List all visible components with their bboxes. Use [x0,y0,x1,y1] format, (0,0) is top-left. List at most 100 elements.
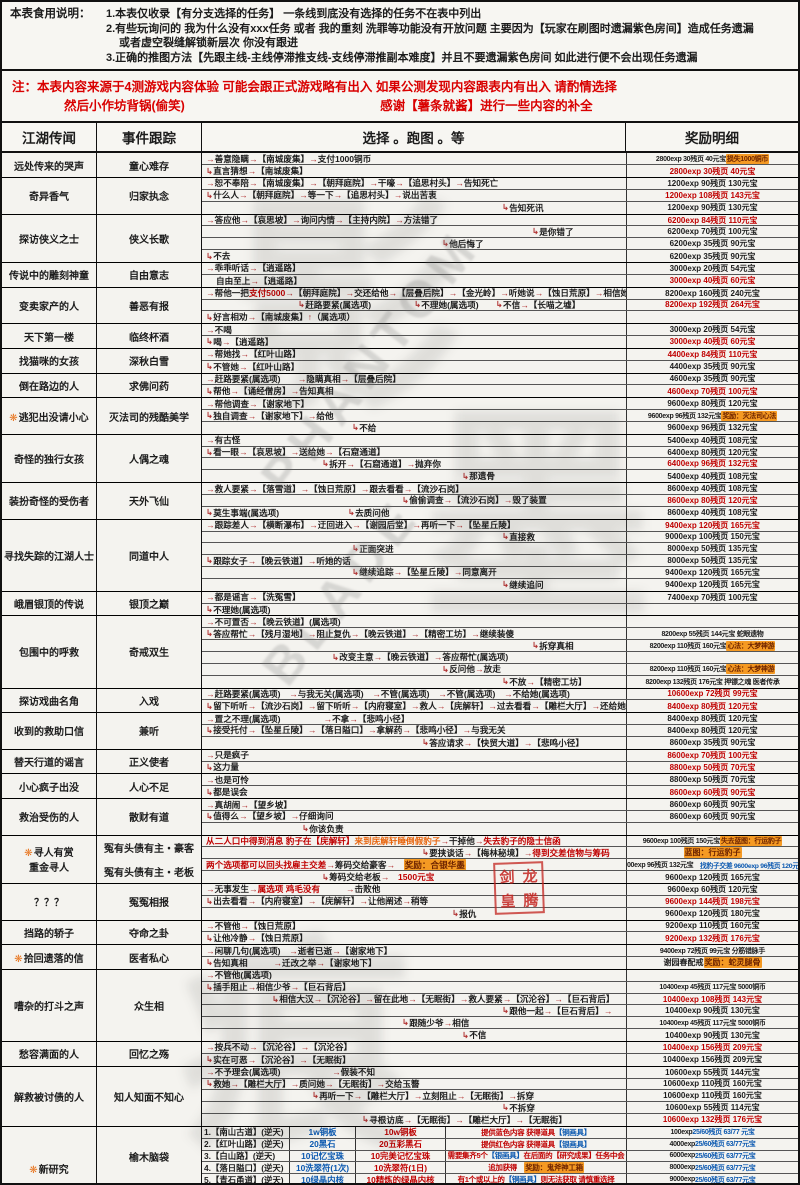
quest-row: 倒在路边的人 求佛问药 → 赶路要紧(属选项) → 隐瞒真相 → 【层叠后院】 4600… [2,373,798,399]
rumor-cell: 奇怪的独行女孩 [2,434,97,483]
reward-cell: 7400exp 70残页 100元宝 [626,591,798,603]
text-segment: 【残月湿地】 [256,628,308,639]
text-segment: 【落日隘口】 [316,725,368,736]
text-segment: 【望乡坡】 [248,799,292,810]
choices-cell: → 善意隐瞒 → 【南城废集】 → 支付1000铜币 2800exp 30残页 40元… [202,153,798,178]
arrow-icon: → [206,373,215,384]
reward-cell: 10600exp 110残页 160元宝 [626,1078,798,1090]
text-segment: 9600exp 120残页 165元宝 [665,872,760,882]
rumor-cell: 传说中的雕刻神童 [2,262,97,287]
text-segment: 【无眠街】 [412,1114,456,1125]
arrow-icon: → [388,288,398,299]
quest-row: 愁容满面的人 回忆之殇 → 按兵不动 → 【沉沦谷】 → 【沉沦谷】 10400exp 15… [2,1041,798,1067]
text-segment: 8600exp 60残页 90元宝 [669,800,756,810]
choice-flow: ↳ 你该负责 [202,823,626,835]
reward-cell: 10600exp 55残页 114元宝 [626,1102,798,1114]
text-segment: 同意离开 [462,567,497,578]
text-segment [280,945,289,956]
rumor-text: 找猫咪的女孩 [19,353,79,368]
rumor-cell: 天下第一楼 [2,324,97,348]
rumor-text: 峨眉银顶的传说 [14,596,84,611]
arrow-icon: → [206,520,215,531]
rumor-label: 奇异香气 [29,192,69,204]
quest-row: ？？？ 冤冤相报 → 无事发生 → 属选项 鸡毛没有 → 击败他 9600exp 60… [2,884,798,921]
arrow-icon: → [248,178,258,189]
choice-flow: 从二人口中得到消息 豹子在【庑解轩】 来到庑解轩睡倒假豹子 → 干掉他 → 失去豹… [202,836,626,847]
text-segment: 8400exp 80残页 120元宝 [667,701,758,711]
choice-subrow: → 帮她找 → 【红叶山路】 4400exp 84残页 110元宝 [202,348,798,361]
instruction-line-4: 3.正确的推图方法【先跟主线-主线停滞推支线-支线停滞推副本难度】并且不要遗漏紫… [106,51,698,64]
arrow-icon: → [440,836,450,847]
event-label: 医者私心 [129,953,169,965]
arrow-icon: → [455,1114,464,1125]
text-segment: 救人要紧 [214,483,249,494]
text-segment: 送给她 [299,447,325,458]
research-location: 5.【青石甬道】(逆天) [202,1174,290,1183]
event-label: 知人知面不知心 [114,1092,184,1104]
reward-cell: 4600exp 35残页 90元宝 [626,373,798,385]
event-label: 冤有头债有主・豪客 [104,843,194,855]
text-segment: 属选项 鸡毛没有 [257,884,321,895]
text-segment: 6400exp 80残页 120元宝 [667,447,758,457]
text-segment: 值得么 [213,811,239,822]
text-segment: 【沉沦谷】 [511,994,555,1005]
text-segment: 与我无关 [471,725,506,736]
arrow-icon: → [603,1005,613,1016]
quest-row: 变卖家产的人 善恶有报 → 帮他一把 支付5000 → 【朝拜庭院】 → 交还给他 → 【… [2,287,798,325]
reward-cell: 9600exp 100残页 150元宝 失去蓝图：行运豹子 [626,835,798,847]
highlight-text: 损失1000铜币 [725,153,770,164]
choice-flow: ↳ 帮他 → 【诵经僧房】 → 告知真相 [202,385,626,397]
text-segment: 迂回进入 [317,520,353,531]
choice-subrow: ↳ 再听一下 → 【雕栏大厅】 → 立刻阻止 → 【无眠街】 → 拆穿 10600exp … [202,1090,798,1103]
text-segment [280,689,289,700]
choices-cell: → 答应他 → 【哀思坡】 → 询问内情 → 【主持内院】 → 方法错了 6200exp … [202,214,798,262]
rumor-cell: 救治受伤的人 [2,799,97,835]
highlight-text: 失去蓝图：行运豹子 [719,836,783,847]
choice-subrow: ↳ 让他冷静 → 【蚀日荒原】 9200exp 132残页 176元宝 [202,932,798,945]
text-segment: 9400exp 120残页 165元宝 [665,580,760,590]
choice-subrow: ↳ 接受托付 → 【坠星丘陵】 → 【落日隘口】 → 拿解药 → 【悲鸣小径】 → 与我无关… [202,725,798,737]
choice-subrow: → 答应他 → 【哀思坡】 → 询问内情 → 【主持内院】 → 方法错了 6200exp … [202,214,798,227]
choice-flow: 两个选项都可以回头找雇主交差 → 筹码交给豪客 → 奖励：合银华墨 [202,859,626,871]
text-segment: 9600exp 144残页 198元宝 [665,896,760,906]
text-segment: 【沉沦谷】 [309,1042,353,1053]
quest-row: 解救被讨债的人 知人知面不知心 → 不予理会(属选项) → 假装不知 10600exp… [2,1066,798,1127]
event-cell: 人偶之魂 [97,434,202,483]
text-segment: 救她 [213,1078,231,1089]
text-segment: 需要集齐5个 [447,1151,488,1161]
arrow-icon: ↳ [452,908,460,919]
reward-cell: 1200exp 108残页 143元宝 [626,189,798,201]
text-segment: 10400exp 90残页 130元宝 [665,1006,760,1016]
text-segment: 10600exp 132残页 176元宝 [662,1115,763,1125]
quest-row: ❋拾回遗落的信 医者私心 → 闲聊几句(属选项) → 逝者已逝 → 【谢家地下】 940… [2,945,798,970]
highlight-text: 心法：大梦神游 [726,640,776,651]
text-segment: 告知死亡 [463,178,499,189]
choice-subrow: ↳ 莫生事端(属选项) ↳ 去质问他 8600exp 40残页 108元宝 [202,506,798,519]
text-segment: 帮他 [213,386,231,397]
text-segment: 8600exp 40残页 108元宝 [667,484,758,494]
reward-cell: 5400exp 40残页 108元宝 [626,434,798,446]
arrow-icon: → [248,884,258,895]
text-segment: 10600exp 55残页 114元宝 [665,1103,760,1113]
reward-cell: 8000exp 50残页 135元宝 [626,543,798,555]
arrow-icon: → [475,664,484,675]
text-segment: 4400exp 84残页 110元宝 [667,349,758,359]
choice-subrow: ↳ 跟踪女子 → 【晚云铁道】 → 听她的话 8000exp 50残页 135元宝 [202,555,798,568]
arrow-icon: → [503,495,513,506]
choice-subrow: ↳ 都是误会 8600exp 60残页 90元宝 [202,786,798,799]
choice-subrow: ↳ 不放 → 【精密工坊】 8200exp 132残页 176元宝 押镖之魂 医者传… [202,675,798,688]
reward-cell: 8600exp 80残页 120元宝 [626,495,798,506]
text-segment: 25/60残页 63/77元宝 [695,1152,756,1160]
reward-cell: 9600exp 144残页 198元宝 [626,895,798,907]
text-segment: 偷偷调查 [409,495,444,506]
text-segment: 不给 [359,422,377,433]
text-segment: 交还给他 [354,288,389,299]
reward-cell: 10400exp 156残页 209元宝 [626,1041,798,1053]
choice-flow: ↳ 赶路要紧(属选项) ↳ 不理她(属选项) ↳ 不信 → 【长喵之墟】 [202,300,626,311]
rumor-text: 奇怪的独行女孩 [14,451,84,466]
reward-cell: 10400exp 156残页 209元宝 [626,1053,798,1066]
text-segment: 不给她(属选项) [512,688,570,699]
reward-cell: 8200exp 110残页 160元宝 心法：大梦神游 [626,663,798,675]
choice-flow: → 救人要紧 → 【落雪道】 → 【蚀日荒原】 → 跟去看看 → 【流沙石岗】 [202,483,626,494]
reward-cell [626,969,798,981]
